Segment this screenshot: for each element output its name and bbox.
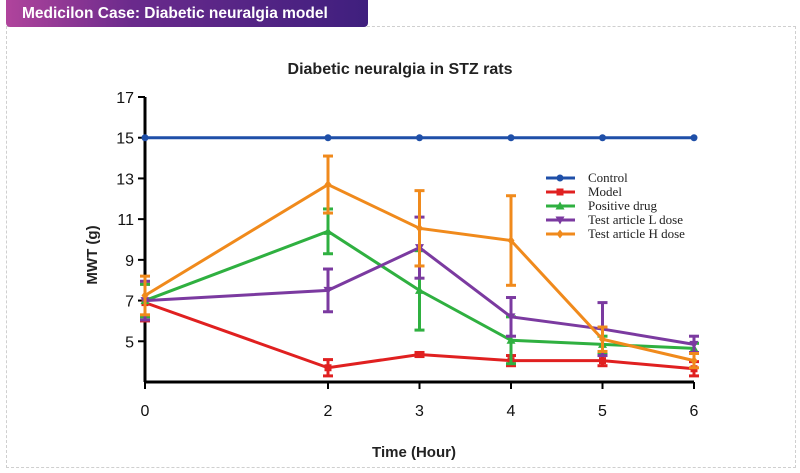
x-tick-label: 3 xyxy=(415,403,424,420)
banner-title: Medicilon Case: Diabetic neuralgia model xyxy=(6,0,368,27)
data-point xyxy=(323,226,333,235)
legend-item: Test article L dose xyxy=(546,212,683,227)
x-axis-label: Time (Hour) xyxy=(372,444,456,461)
y-axis-label: MWT (g) xyxy=(84,225,101,284)
data-point xyxy=(690,356,698,366)
y-tick-label: 17 xyxy=(116,90,134,107)
data-point xyxy=(599,134,606,142)
data-point xyxy=(324,180,332,190)
legend-label: Positive drug xyxy=(588,198,657,213)
data-point xyxy=(690,134,698,142)
plot-area xyxy=(140,134,699,378)
y-tick-label: 15 xyxy=(116,131,134,148)
chart-frame xyxy=(6,26,796,468)
series-control xyxy=(141,134,698,142)
data-point xyxy=(416,223,423,233)
legend-item: Positive drug xyxy=(546,198,657,213)
data-point xyxy=(416,134,423,142)
x-tick-label: 2 xyxy=(324,403,333,420)
legend-label: Test article L dose xyxy=(588,212,683,227)
legend-label: Control xyxy=(588,170,628,185)
data-point xyxy=(506,335,516,344)
legend-label: Model xyxy=(588,184,622,199)
series-line xyxy=(144,245,695,346)
data-point xyxy=(141,290,149,300)
legend-marker xyxy=(555,216,565,225)
data-point xyxy=(324,134,332,142)
legend-item: Test article H dose xyxy=(546,226,685,241)
legend-marker xyxy=(556,174,564,182)
x-tick-label: 5 xyxy=(598,403,607,420)
y-tick-label: 7 xyxy=(125,294,134,311)
data-point xyxy=(323,286,333,295)
legend-item: Model xyxy=(546,184,622,199)
x-tick-label: 4 xyxy=(507,403,516,420)
legend-marker xyxy=(556,188,564,196)
series-line xyxy=(144,182,695,363)
data-point xyxy=(507,134,515,142)
data-point xyxy=(141,134,149,142)
data-point xyxy=(506,313,516,322)
axes: 5 7 9 11 13 15 17 0 2 3 4 5 6 xyxy=(116,90,698,420)
legend-marker xyxy=(555,201,565,210)
y-tick-label: 11 xyxy=(117,212,134,229)
series-line xyxy=(144,301,695,371)
x-tick-label: 0 xyxy=(141,403,150,420)
series-test-article-h-dose xyxy=(140,154,699,370)
chart-title: Diabetic neuralgia in STZ rats xyxy=(288,61,513,78)
y-tick-label: 9 xyxy=(125,253,134,270)
x-tick-label: 6 xyxy=(690,403,699,420)
data-point xyxy=(599,357,606,365)
data-point xyxy=(415,285,424,294)
data-point xyxy=(689,340,699,349)
data-point xyxy=(324,364,332,372)
data-point xyxy=(507,236,515,246)
legend-label: Test article H dose xyxy=(588,226,685,241)
data-point xyxy=(416,351,423,359)
data-point xyxy=(599,334,606,344)
series-line xyxy=(144,229,695,350)
legend-marker xyxy=(556,229,564,239)
y-tick-label: 5 xyxy=(125,334,134,351)
legend-item: Control xyxy=(546,170,628,185)
y-tick-label: 13 xyxy=(116,171,134,188)
